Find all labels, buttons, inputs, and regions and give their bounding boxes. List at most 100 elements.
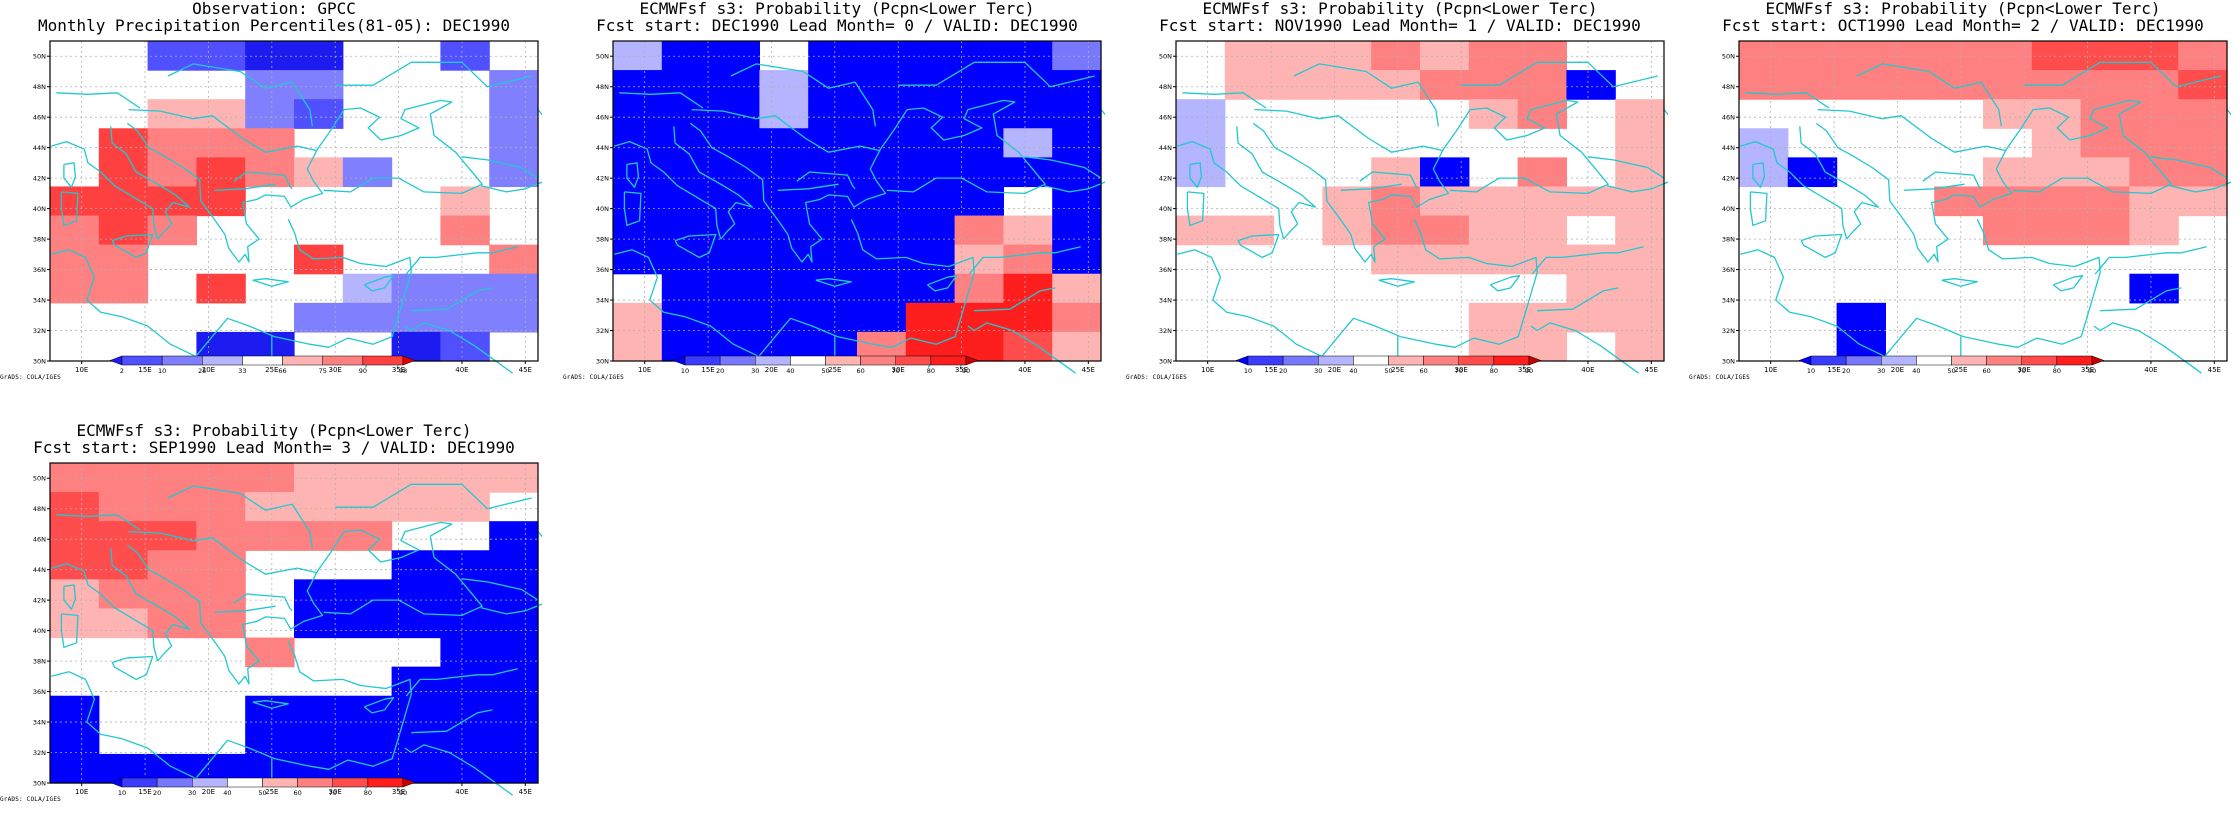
colorbar-label: 90	[1525, 367, 1533, 375]
map-grid-cell	[196, 157, 246, 188]
colorbar-label: 66	[278, 367, 286, 375]
lon-tick-label: 10E	[1201, 366, 1214, 374]
map-grid-cell	[1003, 70, 1053, 100]
map-grid-cell	[1787, 157, 1838, 188]
map-grid-cell	[2178, 99, 2228, 129]
lat-tick-label: 30N	[33, 358, 46, 366]
lon-tick-label: 35E	[392, 788, 405, 796]
colorbar-arrow-left	[1235, 355, 1249, 366]
lat-tick-label: 34N	[1722, 297, 1735, 305]
lat-tick-label: 40N	[1159, 205, 1172, 213]
lon-tick-label: 40E	[1018, 366, 1031, 374]
colorbar-box	[362, 355, 404, 366]
lon-tick-label: 15E	[138, 788, 151, 796]
map-grid-cell	[661, 99, 712, 129]
lat-tick-label: 34N	[596, 297, 609, 305]
map-grid-cell	[50, 521, 100, 551]
map-grid-cell	[905, 128, 956, 158]
panel-title: ECMWFsf s3: Probability (Pcpn<Lower Terc…	[639, 0, 1035, 18]
map-grid-cell	[245, 492, 295, 522]
map-grid-cell	[489, 608, 539, 639]
grads-credit: GrADS: COLA/IGES	[1689, 374, 1750, 381]
lat-tick-label: 50N	[1722, 53, 1735, 61]
lat-tick-label: 36N	[33, 688, 46, 696]
map-grid-cell	[342, 302, 393, 333]
map-grid-cell	[1615, 186, 1665, 217]
map-grid-cell	[808, 99, 858, 129]
lat-tick-label: 36N	[596, 266, 609, 274]
lat-tick-label: 40N	[33, 205, 46, 213]
colorbar-arrow-left	[109, 777, 123, 788]
map-grid-cell	[1052, 331, 1102, 362]
colorbar-box	[719, 355, 756, 366]
map-grid-cell	[1224, 41, 1275, 71]
colorbar-label: 40	[223, 789, 231, 797]
colorbar-label: 70	[329, 789, 337, 797]
map-grid-cell	[2129, 215, 2179, 246]
colorbar-box	[1951, 355, 1987, 366]
map-grid-cell	[196, 128, 246, 158]
map-grid-cell	[391, 608, 441, 639]
colorbar-box	[825, 355, 861, 366]
colorbar-label: 60	[1419, 367, 1427, 375]
lat-tick-label: 50N	[33, 475, 46, 483]
map-grid-cell	[440, 492, 490, 522]
colorbar-box	[790, 355, 826, 366]
map-grid-cell	[50, 215, 100, 246]
lat-tick-label: 36N	[1159, 266, 1172, 274]
map-grid-cell	[613, 331, 663, 362]
map-grid-cell	[954, 128, 1004, 158]
lon-tick-label: 25E	[265, 366, 278, 374]
map-grid-cell	[98, 550, 149, 580]
colorbar-label: 75	[319, 367, 327, 375]
colorbar-box	[161, 355, 203, 366]
colorbar-box	[282, 355, 323, 366]
panel-title: ECMWFsf s3: Probability (Pcpn<Lower Terc…	[76, 421, 472, 440]
lat-tick-label: 32N	[33, 327, 46, 335]
lat-tick-label: 42N	[1722, 175, 1735, 183]
map-grid-cell	[147, 186, 197, 217]
panel-subtitle: Fcst start: OCT1990 Lead Month= 2 / VALI…	[1722, 16, 2204, 35]
colorbar-label: 80	[927, 367, 935, 375]
map-grid-cell	[1371, 215, 1421, 246]
lon-tick-label: 30E	[1455, 366, 1468, 374]
map-grid-cell	[440, 637, 490, 668]
lat-tick-label: 50N	[596, 53, 609, 61]
map-grid-cell	[2080, 128, 2130, 158]
lon-tick-label: 40E	[455, 366, 468, 374]
map-grid-cell	[1273, 70, 1323, 100]
colorbar-label: 20	[716, 367, 724, 375]
panel-lead-month-2: ECMWFsf s3: Probability (Pcpn<Lower Terc…	[1689, 0, 2237, 390]
grads-credit: GrADS: COLA/IGES	[0, 796, 61, 803]
map-grid-cell	[196, 99, 246, 129]
colorbar-arrow-left	[1798, 355, 1812, 366]
lon-tick-label: 10E	[1764, 366, 1777, 374]
lat-tick-label: 32N	[33, 749, 46, 757]
map-grid-cell	[1052, 302, 1102, 333]
map-grid-cell	[489, 724, 539, 755]
map-grid-cell	[710, 128, 760, 158]
colorbar-box	[156, 777, 193, 788]
coastlines	[1177, 61, 1668, 374]
map-grid-cell	[1615, 215, 1665, 246]
map-grid-cell	[1615, 273, 1665, 304]
lon-tick-label: 30E	[329, 366, 342, 374]
map-grid-cell	[613, 70, 663, 100]
map-grid-cell	[759, 99, 809, 129]
colorbar-box	[367, 777, 404, 788]
map-grid-cell	[245, 637, 295, 668]
lon-tick-label: 10E	[638, 366, 651, 374]
map-grid-cell	[808, 128, 858, 158]
lat-tick-label: 44N	[1722, 144, 1735, 152]
colorbar-label: 50	[258, 789, 266, 797]
lat-tick-label: 42N	[1159, 175, 1172, 183]
colorbar-box	[121, 777, 158, 788]
lon-tick-label: 35E	[2081, 366, 2094, 374]
colorbar-box	[895, 355, 932, 366]
map-grid-cell	[98, 128, 149, 158]
map-grid-cell	[613, 302, 663, 333]
lat-tick-label: 38N	[596, 236, 609, 244]
lon-tick-label: 45E	[519, 788, 532, 796]
colorbar-label: 2	[120, 367, 124, 375]
colorbar-label: 80	[1490, 367, 1498, 375]
